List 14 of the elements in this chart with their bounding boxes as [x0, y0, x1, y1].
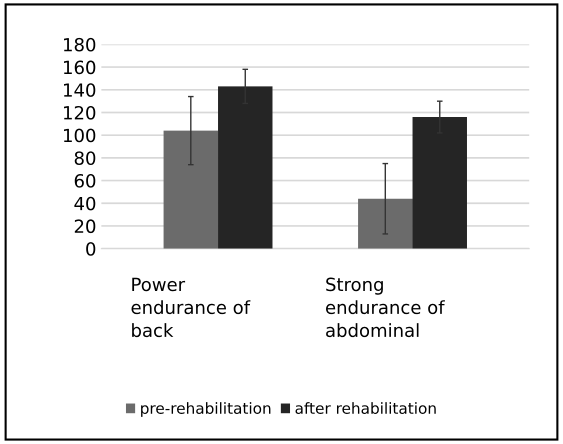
- x-tick-label: Power endurance of back: [132, 278, 250, 338]
- legend-label: after rehabilitation: [296, 402, 436, 414]
- y-tick-label: 0: [86, 242, 96, 256]
- y-tick-label: 180: [64, 38, 96, 52]
- y-tick-label: 100: [64, 128, 96, 142]
- y-tick-label: 20: [74, 219, 96, 234]
- y-tick-label: 140: [64, 83, 96, 97]
- y-tick-label: 160: [64, 60, 96, 74]
- y-tick-label: 60: [74, 174, 96, 188]
- y-tick-label: 120: [64, 106, 96, 120]
- legend-label: pre-rehabilitation: [141, 402, 270, 417]
- y-tick-label: 40: [74, 196, 96, 210]
- y-tick-label: 80: [74, 151, 96, 165]
- x-tick-label: Strong endurance of abdominal: [326, 278, 445, 338]
